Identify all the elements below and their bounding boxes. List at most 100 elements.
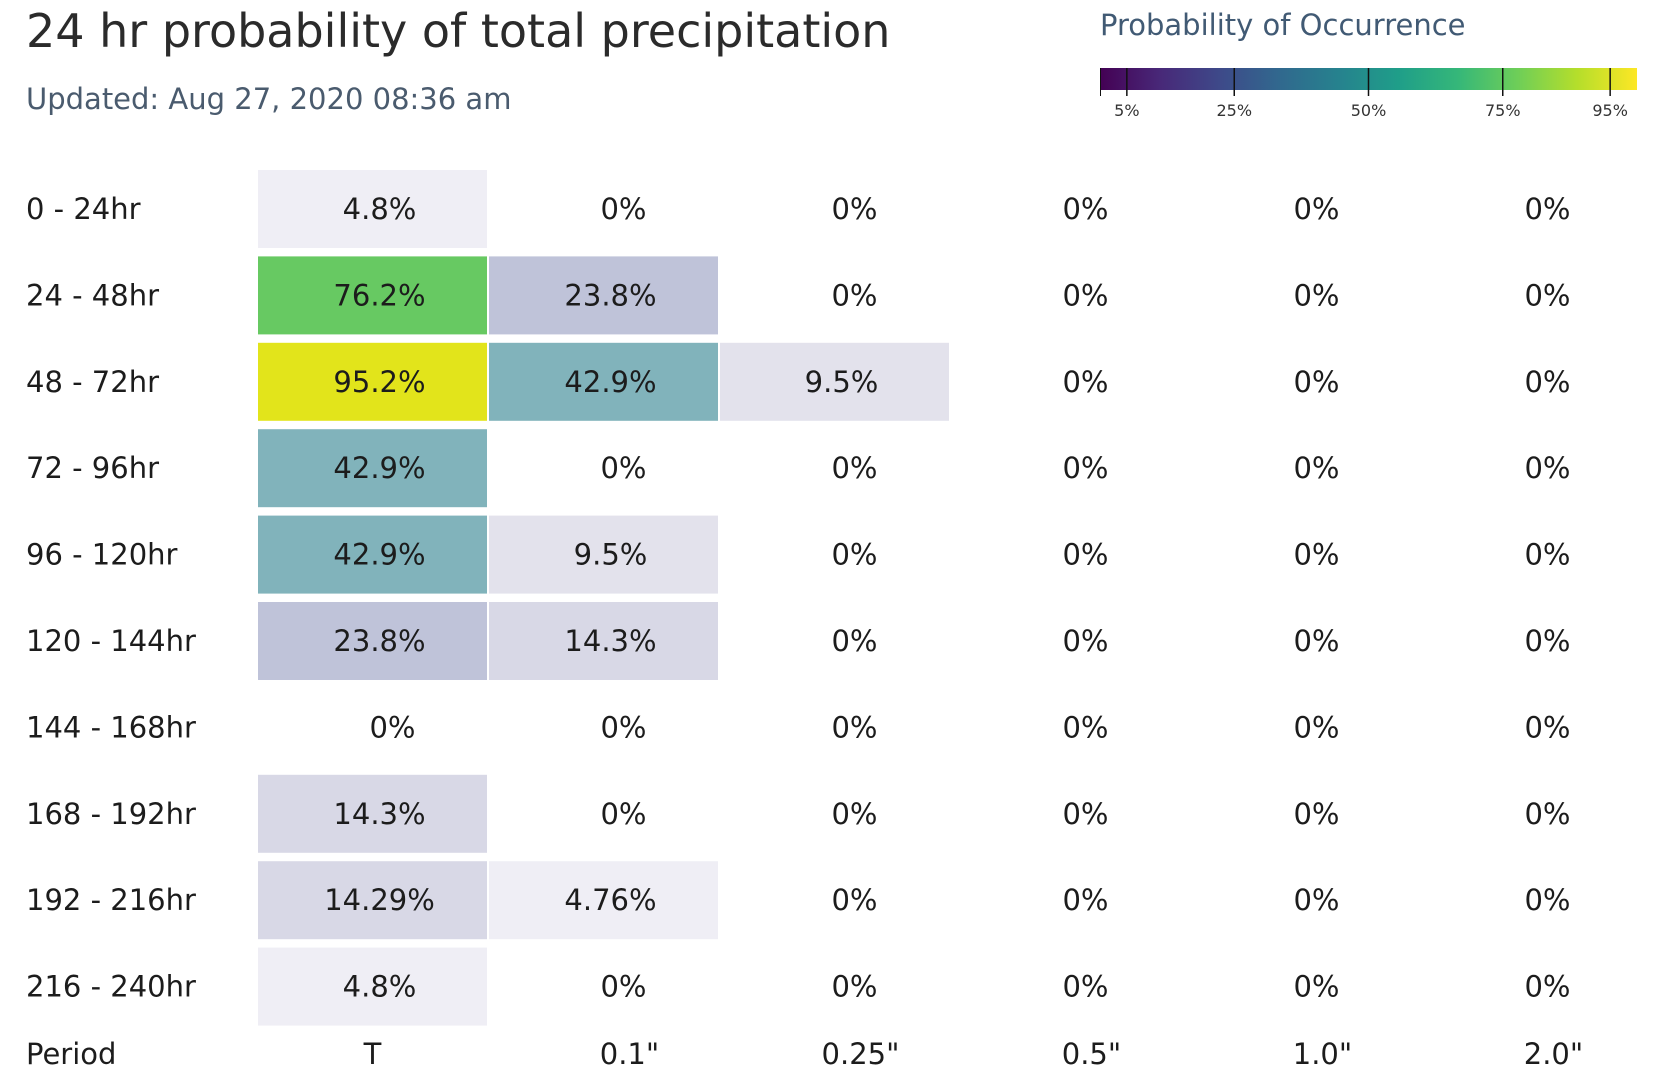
heatmap-cell	[489, 256, 718, 335]
x-tick-label: 1.0"	[1293, 1037, 1352, 1071]
heatmap-cell	[951, 429, 1180, 508]
cell-value-label: 42.9%	[564, 365, 656, 399]
cell-value-label: 0%	[1062, 797, 1108, 831]
cell-value-label: 4.8%	[343, 970, 417, 1004]
heatmap-cell	[951, 515, 1180, 594]
cell-value-label: 0%	[1524, 624, 1570, 658]
heatmap-cell	[489, 774, 718, 853]
cell-value-label: 0%	[600, 451, 646, 485]
heatmap-cell	[489, 515, 718, 594]
cell-value-label: 0%	[831, 797, 877, 831]
heatmap-cell	[1413, 170, 1642, 248]
heatmap-cell	[1182, 429, 1411, 508]
row-label: 192 - 216hr	[26, 883, 196, 917]
heatmap-cell	[1413, 256, 1642, 335]
cell-value-label: 0%	[1524, 970, 1570, 1004]
chart-subtitle: Updated: Aug 27, 2020 08:36 am	[26, 82, 512, 116]
cell-value-label: 0%	[1293, 883, 1339, 917]
heatmap-cell	[720, 170, 949, 248]
heatmap-cell	[1182, 342, 1411, 421]
cell-value-label: 14.3%	[564, 624, 656, 658]
cell-value-label: 0%	[1524, 278, 1570, 312]
cell-value-label: 0%	[1293, 710, 1339, 744]
cell-value-label: 0%	[600, 192, 646, 226]
row-label: 24 - 48hr	[26, 278, 159, 312]
cell-value-label: 0%	[1293, 538, 1339, 572]
row-label: 120 - 144hr	[26, 624, 196, 658]
cell-value-label: 0%	[1524, 365, 1570, 399]
heatmap-cell	[1182, 170, 1411, 248]
heatmap-cell	[489, 602, 718, 680]
heatmap-cell	[951, 774, 1180, 853]
heatmap-cell	[1413, 774, 1642, 853]
legend-title: Probability of Occurrence	[1100, 8, 1466, 42]
colorbar-tick-label: 5%	[1114, 101, 1139, 120]
x-tick-label: 0.1"	[600, 1037, 659, 1071]
cell-value-label: 0%	[369, 710, 415, 744]
heatmap-cell	[1413, 947, 1642, 1026]
row-label: 216 - 240hr	[26, 970, 196, 1004]
row-label: 48 - 72hr	[26, 365, 159, 399]
cell-value-label: 0%	[1524, 451, 1570, 485]
colorbar: 5% 25% 50% 75% 95%	[1100, 68, 1637, 120]
x-tick-label: T	[363, 1037, 382, 1071]
cell-value-label: 0%	[1293, 797, 1339, 831]
cell-value-label: 0%	[1524, 883, 1570, 917]
cell-value-label: 0%	[600, 710, 646, 744]
heatmap-cell	[1182, 947, 1411, 1026]
heatmap-cell	[951, 342, 1180, 421]
row-label: 168 - 192hr	[26, 797, 196, 831]
colorbar-tick-label: 25%	[1216, 101, 1252, 120]
cell-value-label: 0%	[1062, 883, 1108, 917]
cell-value-label: 42.9%	[333, 451, 425, 485]
cell-value-label: 0%	[1062, 538, 1108, 572]
cell-value-label: 0%	[831, 538, 877, 572]
cell-value-label: 95.2%	[333, 365, 425, 399]
cell-value-label: 0%	[1524, 797, 1570, 831]
heatmap-cell	[1413, 861, 1642, 940]
colorbar-tick-label: 95%	[1592, 101, 1628, 120]
heatmap-cell	[258, 429, 487, 508]
cell-value-label: 0%	[831, 624, 877, 658]
x-axis-title: Period	[26, 1037, 116, 1071]
heatmap-cell	[720, 861, 949, 940]
heatmap-cell	[489, 861, 718, 940]
cell-value-label: 42.9%	[333, 538, 425, 572]
cell-value-label: 0%	[831, 451, 877, 485]
heatmap-cell	[258, 861, 487, 940]
cell-value-label: 0%	[1062, 365, 1108, 399]
cell-value-label: 0%	[1062, 710, 1108, 744]
cell-value-label: 4.76%	[564, 883, 656, 917]
heatmap-cell	[720, 342, 949, 421]
heatmap-cell	[489, 947, 718, 1026]
heatmap-cell	[258, 602, 487, 680]
cell-value-label: 0%	[831, 192, 877, 226]
cell-value-label: 0%	[831, 883, 877, 917]
heatmap-cell	[1182, 688, 1411, 767]
row-label: 144 - 168hr	[26, 710, 196, 744]
cell-value-label: 0%	[1062, 624, 1108, 658]
legend: Probability of Occurrence 5% 25% 50% 75% 95%	[1100, 8, 1640, 128]
row-label: 72 - 96hr	[26, 451, 159, 485]
chart-title: 24 hr probability of total precipitation	[26, 4, 891, 58]
heatmap-cell	[1182, 861, 1411, 940]
cell-value-label: 0%	[1524, 192, 1570, 226]
x-tick-label: 2.0"	[1524, 1037, 1583, 1071]
heatmap-cell	[489, 170, 718, 248]
heatmap-cell	[720, 602, 949, 680]
cell-value-label: 0%	[831, 710, 877, 744]
heatmap-cell	[1182, 602, 1411, 680]
heatmap-cell	[258, 256, 487, 335]
heatmap-cell	[951, 688, 1180, 767]
cell-value-label: 0%	[1062, 192, 1108, 226]
cell-value-label: 0%	[1062, 278, 1108, 312]
heatmap-cell	[489, 688, 718, 767]
heatmap-cell	[258, 774, 487, 853]
heatmap-cell	[1413, 429, 1642, 508]
colorbar-tick-label: 75%	[1485, 101, 1521, 120]
heatmap-cell	[489, 342, 718, 421]
cell-value-label: 14.29%	[324, 883, 435, 917]
heatmap-cell	[1182, 774, 1411, 853]
heatmap-cell	[951, 861, 1180, 940]
